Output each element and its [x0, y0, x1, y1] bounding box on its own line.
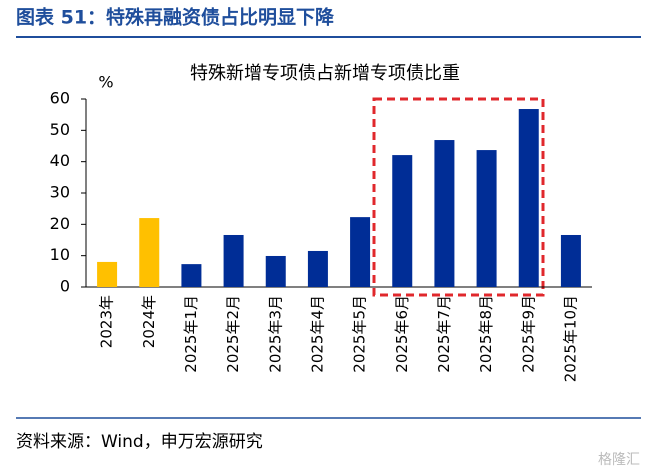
bar [181, 264, 202, 287]
watermark: 格隆汇 [598, 452, 640, 468]
x-tick-label: 2023年 [98, 295, 116, 348]
bar [97, 261, 118, 287]
bar [307, 250, 328, 287]
y-tick-label: 30 [50, 183, 70, 202]
x-tick-label: 2025年5月 [351, 295, 369, 373]
x-tick-label: 2024年 [140, 295, 158, 348]
x-tick-label: 2025年1月 [182, 295, 200, 373]
bar [265, 255, 286, 287]
y-tick-label: 0 [60, 277, 70, 296]
y-tick-label: 40 [50, 151, 70, 170]
x-tick-label: 2025年6月 [393, 295, 411, 373]
chart-title: 特殊新增专项债占新增专项债比重 [190, 63, 460, 84]
y-tick-label: 20 [50, 214, 70, 233]
x-tick-label: 2025年8月 [477, 295, 495, 373]
y-tick-label: 10 [50, 245, 70, 264]
y-unit: % [98, 73, 113, 92]
x-tick-label: 2025年9月 [519, 295, 537, 373]
bar [350, 217, 371, 287]
x-tick-label: 2025年7月 [435, 295, 453, 373]
figure-title: 图表 51：特殊再融资债占比明显下降 [16, 6, 335, 29]
x-tick-label: 2025年4月 [308, 295, 326, 373]
x-tick-label: 2025年2月 [224, 295, 242, 373]
bar [476, 150, 497, 287]
bar [434, 140, 455, 287]
y-tick-label: 50 [50, 120, 70, 139]
bar [518, 109, 539, 287]
source: 资料来源：Wind，申万宏源研究 [16, 432, 263, 452]
bar [139, 218, 160, 287]
bar [223, 234, 244, 287]
bar [560, 234, 581, 287]
x-tick-label: 2025年3月 [266, 295, 284, 373]
y-tick-label: 60 [50, 89, 70, 108]
highlight-box [372, 97, 545, 297]
bar [392, 155, 413, 287]
x-tick-label: 2025年10月 [561, 295, 579, 382]
